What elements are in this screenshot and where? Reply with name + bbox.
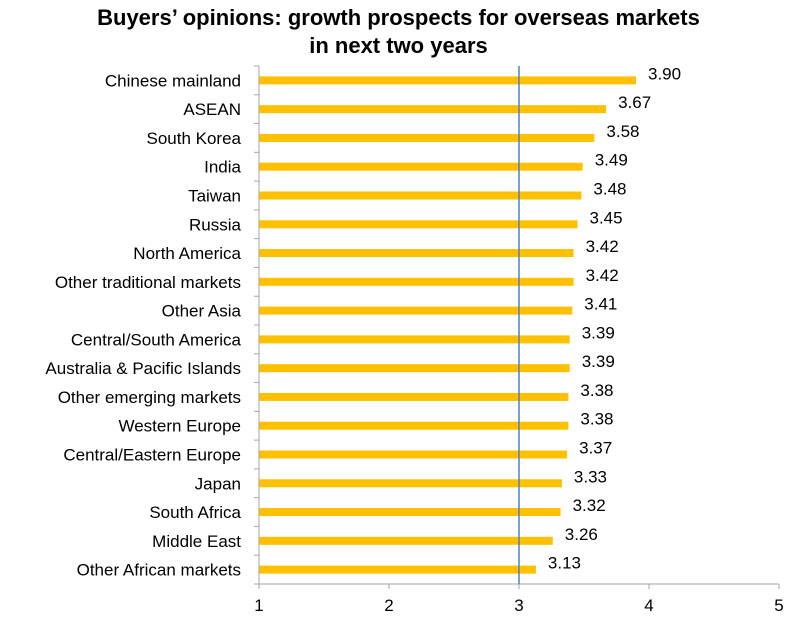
data-label: 3.39 — [582, 352, 615, 371]
category-label: Other African markets — [77, 561, 241, 580]
data-label: 3.42 — [586, 266, 619, 285]
axis-layer: 1 2 3 4 5 — [254, 65, 784, 615]
category-label: ASEAN — [183, 100, 241, 119]
category-label: Central/South America — [71, 330, 242, 349]
chart-title-line-2: in next two years — [309, 33, 488, 58]
bar — [259, 306, 573, 315]
data-label: 3.39 — [582, 323, 615, 342]
bars-layer — [259, 76, 636, 574]
category-label: India — [204, 158, 241, 177]
category-label: Russia — [189, 215, 242, 234]
bar — [259, 133, 595, 142]
data-label: 3.67 — [618, 93, 651, 112]
data-label: 3.38 — [580, 381, 613, 400]
data-label: 3.58 — [606, 122, 639, 141]
category-label: South Africa — [149, 503, 241, 522]
chart-title: Buyers’ opinions: growth prospects for o… — [0, 4, 797, 60]
category-label: Central/Eastern Europe — [63, 446, 241, 465]
bar — [259, 335, 570, 344]
data-label: 3.33 — [574, 467, 607, 486]
category-label: Other traditional markets — [55, 273, 241, 292]
data-label: 3.49 — [595, 151, 628, 170]
category-label: Chinese mainland — [105, 71, 241, 90]
x-tick-label: 2 — [384, 596, 393, 615]
x-tick-label: 4 — [644, 596, 653, 615]
bar — [259, 76, 636, 85]
data-label: 3.38 — [580, 410, 613, 429]
x-tick-label: 3 — [514, 596, 523, 615]
data-label: 3.26 — [565, 525, 598, 544]
bar — [259, 277, 574, 286]
category-label: Middle East — [152, 532, 241, 551]
bar — [259, 508, 561, 517]
category-label: Other Asia — [162, 302, 242, 321]
category-label: Australia & Pacific Islands — [45, 359, 241, 378]
bar — [259, 479, 562, 488]
category-label: Western Europe — [118, 417, 241, 436]
category-label: Taiwan — [188, 187, 241, 206]
data-label: 3.41 — [584, 295, 617, 314]
data-label: 3.37 — [579, 439, 612, 458]
bar — [259, 536, 553, 545]
category-label: South Korea — [146, 129, 241, 148]
bar — [259, 364, 570, 373]
bar — [259, 392, 569, 401]
data-label: 3.48 — [593, 180, 626, 199]
bar — [259, 249, 574, 258]
data-label: 3.90 — [648, 64, 681, 83]
x-tick-label: 5 — [774, 596, 783, 615]
category-label: North America — [133, 244, 241, 263]
category-label: Other emerging markets — [58, 388, 241, 407]
x-tick-label: 1 — [254, 596, 263, 615]
labels-layer: Chinese mainland 3.90 ASEAN 3.67 South Korea… — [45, 64, 681, 579]
category-label: Japan — [195, 474, 241, 493]
bar — [259, 105, 607, 114]
bar — [259, 421, 569, 430]
bar — [259, 565, 536, 574]
data-label: 3.45 — [590, 208, 623, 227]
bar — [259, 450, 568, 459]
bar — [259, 191, 582, 200]
chart-title-line-1: Buyers’ opinions: growth prospects for o… — [97, 5, 700, 30]
data-label: 3.42 — [586, 237, 619, 256]
bar — [259, 162, 583, 171]
bar — [259, 220, 578, 229]
data-label: 3.32 — [573, 496, 606, 515]
data-label: 3.13 — [548, 554, 581, 573]
